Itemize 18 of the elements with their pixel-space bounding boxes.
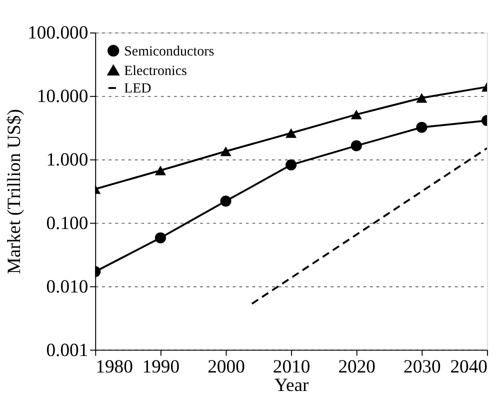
y-tick-label: 0.100: [46, 212, 88, 234]
y-tick-label: 0.001: [46, 340, 88, 361]
y-axis-title: Market (Trillion US$): [4, 109, 26, 274]
x-tick-label: 2020: [338, 356, 376, 378]
y-tick-label: 10.000: [36, 86, 88, 108]
x-tick-label: 2040: [450, 356, 488, 378]
y-tick-label: 0.010: [46, 276, 88, 298]
x-tick-label: 2010: [272, 356, 310, 378]
legend-label: Electronics: [124, 64, 187, 79]
y-tick-label: 100.000: [28, 22, 88, 44]
legend-label: LED: [124, 82, 152, 97]
legend-label: Semiconductors: [124, 44, 214, 60]
x-tick-label: 2000: [208, 356, 245, 378]
x-axis-title: Year: [274, 375, 310, 396]
x-tick-label: 1990: [142, 356, 180, 378]
y-tick-label: 1.000: [46, 149, 88, 170]
x-tick-label: 1980: [96, 356, 133, 378]
x-tick-label: 2030: [404, 356, 441, 378]
